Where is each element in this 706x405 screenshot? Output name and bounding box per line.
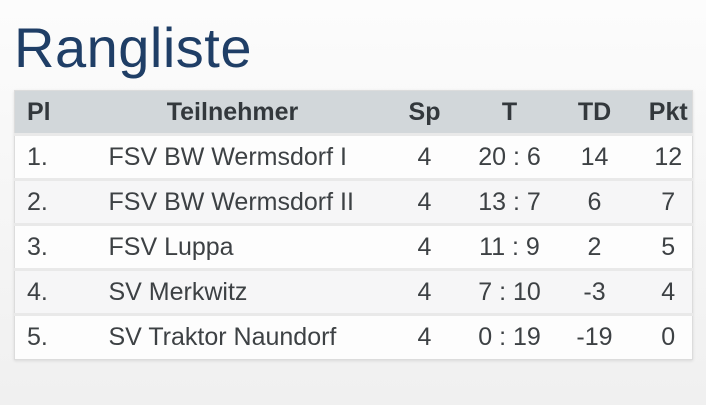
table-row: 2. FSV BW Wermsdorf II 4 13 : 7 6 7: [14, 179, 693, 225]
cell-team: FSV BW Wermsdorf I: [108, 142, 347, 171]
page-title: Rangliste: [14, 16, 252, 79]
cell-team: SV Merkwitz: [108, 277, 248, 306]
cell-t: 7 : 10: [478, 277, 541, 306]
page: Rangliste Pl Teilnehmer Sp T TD Pkt 1. F…: [14, 16, 693, 361]
ranking-table: Pl Teilnehmer Sp T TD Pkt 1. FSV BW Werm…: [14, 90, 693, 361]
cell-pkt: 12: [654, 142, 683, 171]
cell-td: 6: [587, 187, 602, 216]
cell-sp: 4: [417, 232, 432, 261]
cell-team: FSV Luppa: [108, 232, 234, 261]
cell-td: 2: [587, 232, 602, 261]
cell-t: 20 : 6: [478, 142, 541, 171]
table-header-row: Pl Teilnehmer Sp T TD Pkt: [14, 90, 693, 135]
header-cell-td: TD: [544, 90, 645, 135]
cell-pl: 2.: [27, 187, 48, 216]
cell-pl: 4.: [27, 277, 48, 306]
header-cell-pl: Pl: [14, 90, 91, 135]
header-cell-sp: Sp: [374, 90, 475, 135]
cell-pkt: 0: [661, 323, 676, 352]
header-cell-pkt: Pkt: [644, 90, 693, 135]
cell-t: 13 : 7: [478, 187, 541, 216]
header-cell-t: T: [474, 90, 545, 135]
cell-pkt: 7: [661, 187, 676, 216]
cell-td: 14: [580, 142, 609, 171]
header-cell-team: Teilnehmer: [90, 90, 375, 135]
cell-td: -19: [576, 323, 613, 352]
cell-team: SV Traktor Naundorf: [108, 323, 337, 352]
cell-sp: 4: [417, 187, 432, 216]
cell-td: -3: [583, 277, 606, 306]
cell-sp: 4: [417, 323, 432, 352]
cell-sp: 4: [417, 142, 432, 171]
cell-team: FSV BW Wermsdorf II: [108, 187, 354, 216]
cell-pl: 3.: [27, 232, 48, 261]
cell-pkt: 5: [661, 232, 676, 261]
cell-t: 11 : 9: [479, 232, 540, 261]
cell-sp: 4: [417, 277, 432, 306]
table-row: 4. SV Merkwitz 4 7 : 10 -3 4: [14, 269, 693, 315]
cell-t: 0 : 19: [478, 323, 541, 352]
cell-pl: 5.: [27, 323, 48, 352]
table-row: 3. FSV Luppa 4 11 : 9 2 5: [14, 224, 693, 270]
cell-pl: 1.: [27, 142, 48, 171]
table-row: 5. SV Traktor Naundorf 4 0 : 19 -19 0: [14, 314, 693, 360]
table-row: 1. FSV BW Wermsdorf I 4 20 : 6 14 12: [14, 134, 693, 180]
cell-pkt: 4: [661, 277, 676, 306]
